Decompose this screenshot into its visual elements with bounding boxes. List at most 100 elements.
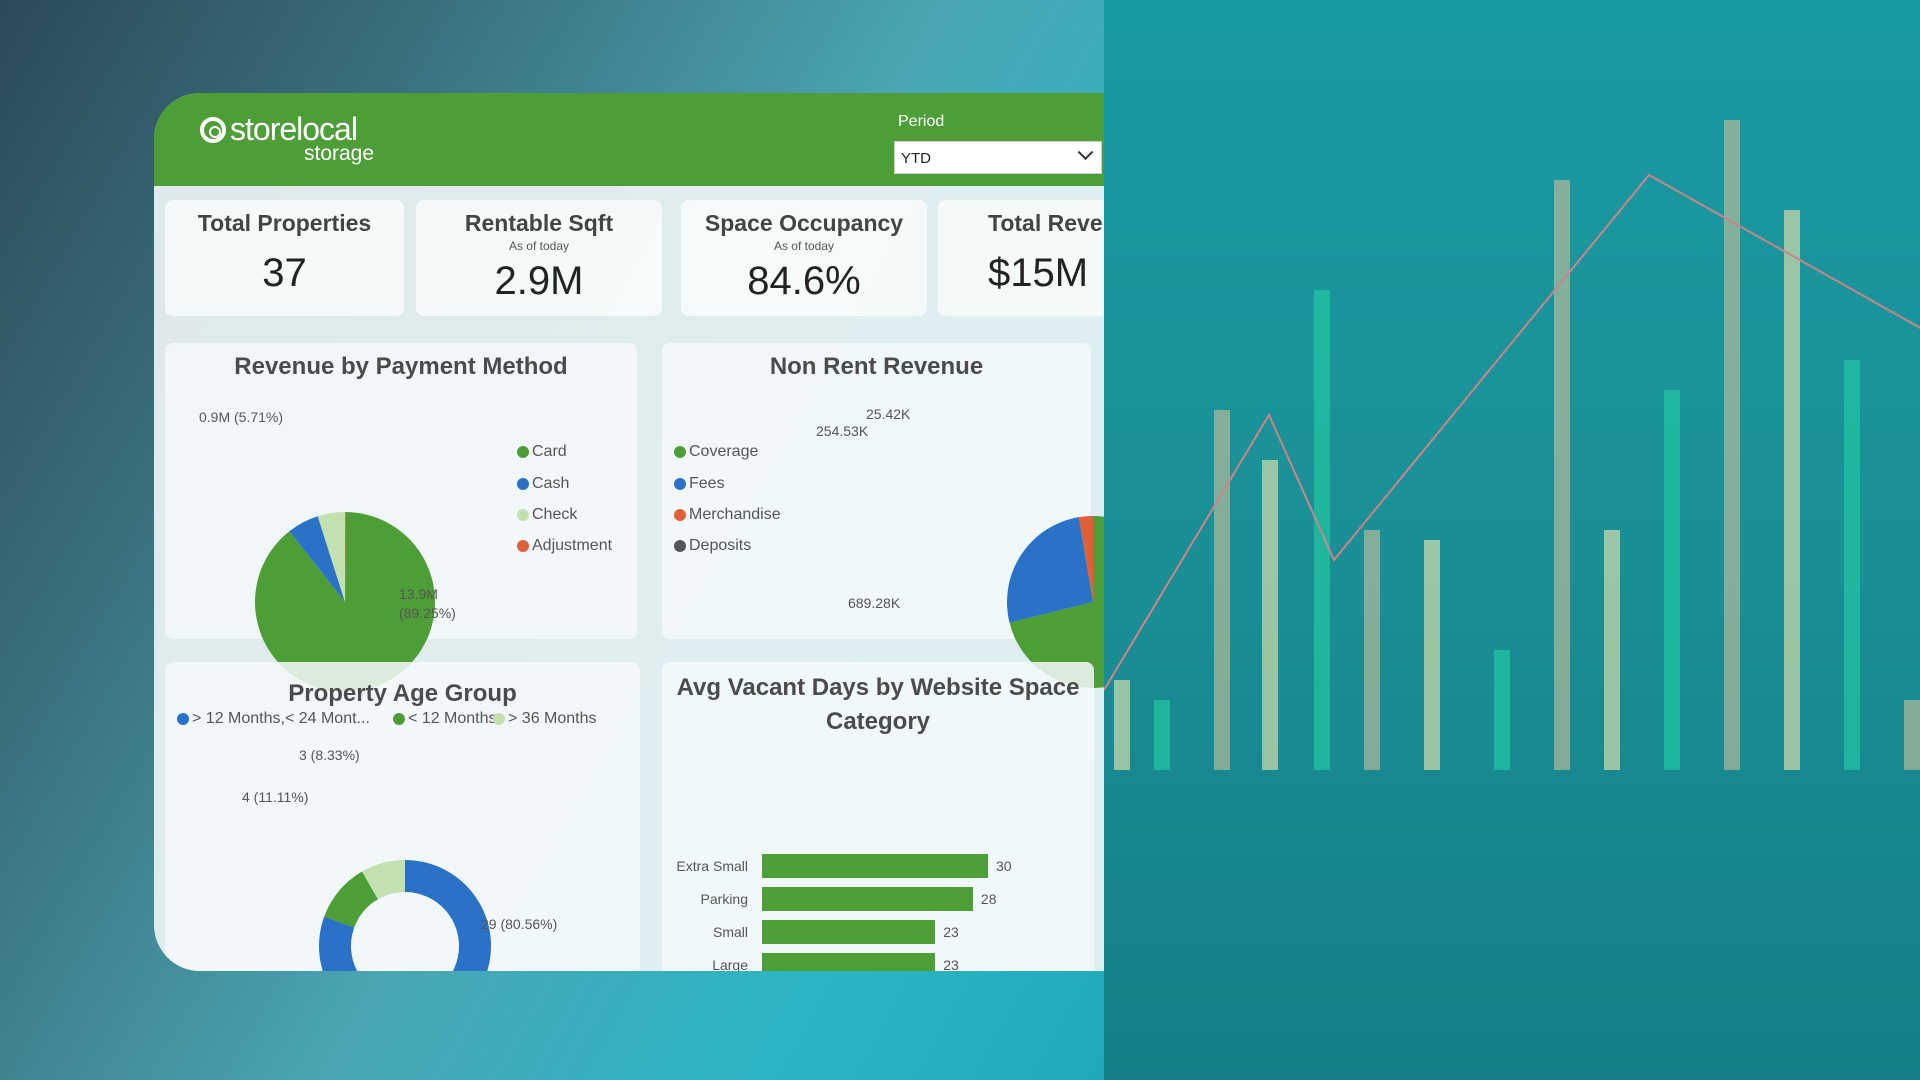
kpi-subtitle: As of today xyxy=(773,239,835,253)
decorative-bars xyxy=(1103,120,1920,770)
legend-item[interactable]: Check xyxy=(517,506,577,524)
bar[interactable] xyxy=(762,920,936,944)
period-value: YTD xyxy=(901,150,931,167)
legend-item[interactable]: Card xyxy=(517,443,567,461)
legend-label: Adjustment xyxy=(532,537,613,554)
bar-label: Large xyxy=(712,957,748,971)
decorative-bar xyxy=(1154,700,1170,770)
data-label: 25.42K xyxy=(866,406,911,422)
bar-label: Small xyxy=(712,924,748,940)
legend-item[interactable]: > 12 Months,< 24 Mont... xyxy=(177,710,370,728)
kpi-total-properties: Total Properties 37 xyxy=(165,200,404,316)
legend-dot-icon xyxy=(517,540,529,552)
kpi-rentable-sqft: Rentable Sqft As of today 2.9M xyxy=(416,200,662,316)
legend-item[interactable]: Deposits xyxy=(674,537,751,555)
property-age-panel: Property Age Group 3 (8.33%) 4 (11.11%) … xyxy=(165,662,640,971)
legend-dot-icon xyxy=(517,509,529,521)
background-chart-image xyxy=(1103,0,1920,1080)
decorative-bar xyxy=(1784,210,1800,770)
legend-label: < 12 Months xyxy=(408,710,497,727)
decorative-bar xyxy=(1314,290,1330,770)
chart-title-line2: Category xyxy=(825,708,931,735)
data-label: 0.9M (5.71%) xyxy=(199,409,284,425)
decorative-bar xyxy=(1114,680,1130,770)
bar-label: Parking xyxy=(700,891,748,907)
decorative-bar xyxy=(1364,530,1380,770)
slice--36-months[interactable] xyxy=(362,860,405,900)
data-label: (89.25%) xyxy=(399,605,456,621)
legend-item[interactable]: < 12 Months xyxy=(393,710,497,728)
legend-item[interactable]: > 36 Months xyxy=(493,710,597,728)
legend-label: > 36 Months xyxy=(508,710,597,727)
kpi-value: 2.9M xyxy=(494,259,584,303)
kpi-space-occupancy: Space Occupancy As of today 84.6% xyxy=(681,200,927,316)
legend-dot-icon xyxy=(674,446,686,458)
decorative-bar xyxy=(1844,360,1860,770)
brand-name: storelocal xyxy=(230,111,358,147)
legend-label: Fees xyxy=(689,475,725,492)
data-label: 254.53K xyxy=(816,423,869,439)
legend-label: Card xyxy=(532,443,567,460)
legend-dot-icon xyxy=(177,713,189,725)
revenue-pie xyxy=(254,512,435,692)
legend-item[interactable]: Fees xyxy=(674,475,725,493)
bar-value: 28 xyxy=(980,891,997,907)
legend-item[interactable]: Adjustment xyxy=(517,537,612,555)
decorative-bar xyxy=(1554,180,1570,770)
bar-value: 23 xyxy=(943,924,959,940)
logo-icon xyxy=(200,116,226,143)
legend-label: Coverage xyxy=(689,443,759,460)
property-age-donut xyxy=(319,860,491,971)
period-dropdown[interactable]: YTD xyxy=(894,141,1102,174)
bar[interactable] xyxy=(762,854,988,878)
legend-dot-icon xyxy=(674,540,686,552)
decorative-bar xyxy=(1424,540,1440,770)
legend-label: Cash xyxy=(532,475,570,492)
kpi-value: $15M xyxy=(988,251,1089,295)
legend-label: Deposits xyxy=(689,537,752,554)
chart-title: Property Age Group xyxy=(288,680,517,707)
decorative-bar xyxy=(1724,120,1740,770)
data-label: 4 (11.11%) xyxy=(242,789,309,805)
non-rent-pie xyxy=(1007,516,1104,688)
brand-logo: storelocal storage xyxy=(200,111,374,166)
decorative-bar xyxy=(1214,410,1230,770)
chart-title: Revenue by Payment Method xyxy=(234,353,568,380)
kpi-title: Rentable Sqft xyxy=(464,210,614,236)
slice-cash[interactable] xyxy=(289,516,345,602)
bar-value: 30 xyxy=(996,858,1012,874)
slice--12-months-24-mont-[interactable] xyxy=(319,860,491,971)
decorative-bar xyxy=(1494,650,1510,770)
slice-fees[interactable] xyxy=(1007,517,1093,623)
kpi-value: 84.6% xyxy=(747,259,861,303)
legend-dot-icon xyxy=(517,446,529,458)
slice--12-months[interactable] xyxy=(324,871,378,928)
legend-item[interactable]: Merchandise xyxy=(674,506,781,524)
legend-dot-icon xyxy=(674,478,686,490)
kpi-subtitle: As of today xyxy=(508,239,570,253)
slice-card[interactable] xyxy=(254,512,435,692)
decorative-bar xyxy=(1262,460,1278,770)
decorative-bar xyxy=(1904,700,1920,770)
legend-item[interactable]: Coverage xyxy=(674,443,758,461)
kpi-title: Space Occupancy xyxy=(704,210,904,236)
legend-dot-icon xyxy=(493,713,505,725)
bar[interactable] xyxy=(762,887,973,911)
kpi-title: Total Properties xyxy=(197,210,372,236)
decorative-bar xyxy=(1604,530,1620,770)
chart-title: Avg Vacant Days by Website Space xyxy=(676,674,1080,701)
bar[interactable] xyxy=(762,953,936,971)
header-bar: storelocal storage Period YTD xyxy=(154,93,1104,186)
slice-coverage[interactable] xyxy=(1009,516,1104,688)
slice-merchandise[interactable] xyxy=(1078,516,1093,602)
kpi-value: 37 xyxy=(262,251,307,295)
slice-check[interactable] xyxy=(317,512,345,602)
legend-item[interactable]: Cash xyxy=(517,475,569,493)
legend-label: > 12 Months,< 24 Mont... xyxy=(192,710,370,727)
dashboard: storelocal storage Period YTD Total Prop… xyxy=(154,93,1104,971)
data-label: 29 (80.56%) xyxy=(481,916,558,932)
bar-value: 23 xyxy=(943,957,959,971)
legend-dot-icon xyxy=(517,478,529,490)
legend-dot-icon xyxy=(393,713,405,725)
legend-label: Merchandise xyxy=(689,506,781,523)
